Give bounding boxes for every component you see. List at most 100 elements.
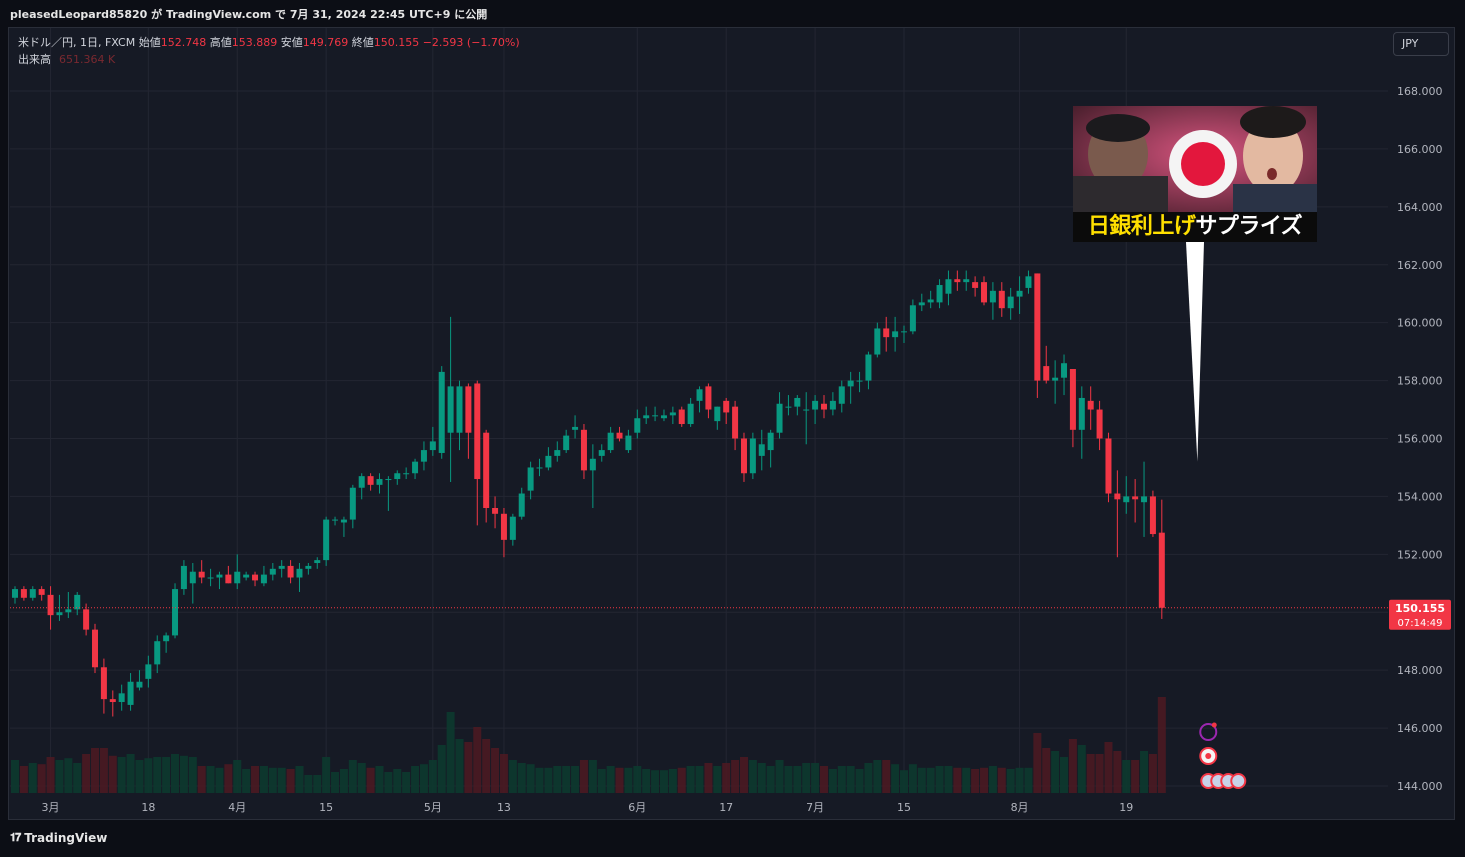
- volume-bar: [1033, 733, 1042, 793]
- x-tick-label: 6月: [628, 801, 646, 814]
- volume-bar: [224, 764, 233, 793]
- y-tick-label: 152.000: [1397, 548, 1443, 561]
- candle-body: [1123, 496, 1130, 503]
- candle-body: [874, 328, 881, 355]
- candle-body: [474, 383, 481, 480]
- volume-bar: [846, 766, 855, 793]
- candle-body: [972, 282, 979, 288]
- price-tag: [1389, 599, 1451, 630]
- candle-body: [189, 571, 196, 584]
- candle-body: [1025, 276, 1032, 288]
- candle-body: [518, 493, 525, 517]
- candle-body: [1052, 377, 1059, 381]
- volume-bar: [980, 767, 989, 793]
- volume-bar: [722, 763, 731, 793]
- caption-yellow: 日銀利上げ: [1087, 214, 1196, 239]
- candle-body: [12, 589, 18, 598]
- candle-body: [696, 389, 703, 401]
- volume-bar: [917, 767, 926, 793]
- x-tick-label: 7月: [806, 801, 824, 814]
- candle-body: [705, 386, 712, 410]
- volume-bar: [784, 766, 793, 793]
- volume-bar: [1122, 760, 1131, 793]
- volume-bar: [144, 758, 153, 793]
- volume-bar: [259, 766, 268, 793]
- candle-body: [687, 403, 694, 425]
- candle-body: [47, 594, 54, 616]
- volume-bar: [64, 758, 73, 793]
- volume-bar: [473, 727, 482, 793]
- candle-body: [100, 667, 107, 700]
- candle-body: [198, 571, 205, 578]
- candle-body: [38, 589, 45, 595]
- volume-bar: [1068, 739, 1077, 793]
- author-name[interactable]: pleasedLeopard85820: [10, 8, 148, 21]
- candle-body: [314, 560, 321, 564]
- volume-bar: [215, 767, 224, 793]
- symbol-label[interactable]: 米ドル／円, 1日, FXCM: [18, 36, 136, 49]
- publish-info-bar: pleasedLeopard85820 が TradingView.com で …: [0, 0, 1465, 26]
- volume-bar: [944, 766, 953, 793]
- volume-bar: [1060, 757, 1069, 793]
- candle-body: [901, 331, 907, 333]
- volume-label[interactable]: 出来高: [18, 53, 51, 66]
- volume-bar: [188, 757, 197, 793]
- candle-body: [1069, 369, 1076, 430]
- candle-body: [465, 386, 472, 433]
- volume-bar: [668, 769, 677, 793]
- volume-bar: [579, 760, 588, 793]
- tradingview-brand[interactable]: 𝟏𝟕 TradingView: [10, 831, 107, 845]
- candle-body: [1096, 409, 1103, 439]
- candle-body: [989, 290, 996, 303]
- candle-body: [1016, 290, 1023, 297]
- y-tick-label: 154.000: [1397, 490, 1443, 503]
- news-thumbnail-image[interactable]: [1073, 106, 1317, 212]
- candle-body: [29, 589, 36, 598]
- volume-bar: [615, 767, 624, 793]
- volume-bar: [508, 760, 517, 793]
- y-tick-label: 156.000: [1397, 433, 1443, 446]
- volume-bar: [19, 766, 28, 793]
- candle-body: [500, 513, 507, 540]
- candle-body: [1007, 296, 1014, 309]
- candle-body: [545, 455, 552, 468]
- candle-body: [145, 664, 152, 679]
- volume-value: 651.364 K: [59, 53, 116, 66]
- volume-bar: [91, 748, 100, 793]
- volume-bar: [633, 766, 642, 793]
- candle-body: [1149, 496, 1156, 535]
- volume-legend: 出来高 651.364 K: [18, 51, 115, 67]
- volume-bar: [37, 764, 46, 793]
- candle-body: [767, 432, 774, 451]
- volume-bar: [242, 769, 251, 793]
- candle-body: [109, 699, 116, 703]
- candle-body: [65, 609, 72, 613]
- candle-body: [883, 328, 890, 338]
- volume-bar: [153, 757, 162, 793]
- volume-bar: [331, 772, 340, 793]
- candle-body: [998, 290, 1005, 309]
- candle-body: [625, 435, 632, 451]
- volume-bar: [962, 767, 971, 793]
- candle-body: [92, 629, 99, 668]
- volume-bar: [171, 754, 180, 793]
- volume-bar: [46, 757, 55, 793]
- volume-bar: [997, 767, 1006, 793]
- currency-button[interactable]: JPY: [1393, 32, 1449, 56]
- x-tick-label: 18: [141, 801, 155, 814]
- candle-body: [278, 565, 285, 569]
- volume-bar: [882, 760, 891, 793]
- high-label: 高値: [209, 36, 232, 49]
- volume-bar: [642, 769, 651, 793]
- candle-body: [56, 612, 63, 616]
- volume-bar: [562, 766, 571, 793]
- candle-body: [340, 519, 347, 523]
- volume-bar: [99, 748, 108, 793]
- volume-bar: [695, 766, 704, 793]
- candle-body: [909, 305, 916, 332]
- candle-body: [643, 415, 650, 419]
- candle-body: [1105, 438, 1112, 494]
- candle-body: [127, 681, 134, 705]
- volume-bar: [926, 767, 935, 793]
